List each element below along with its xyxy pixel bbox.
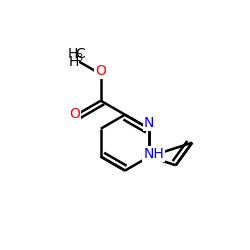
Text: O: O	[95, 64, 106, 78]
Text: H: H	[69, 54, 79, 68]
Text: N: N	[144, 116, 154, 130]
Text: O: O	[69, 107, 80, 121]
Text: 3: 3	[76, 53, 82, 63]
Text: O: O	[95, 64, 106, 78]
Text: NH: NH	[143, 147, 164, 161]
Text: NH: NH	[143, 147, 164, 161]
Text: O: O	[69, 107, 80, 121]
Text: N: N	[144, 116, 154, 130]
Text: C: C	[76, 47, 86, 61]
Text: H: H	[68, 47, 78, 61]
